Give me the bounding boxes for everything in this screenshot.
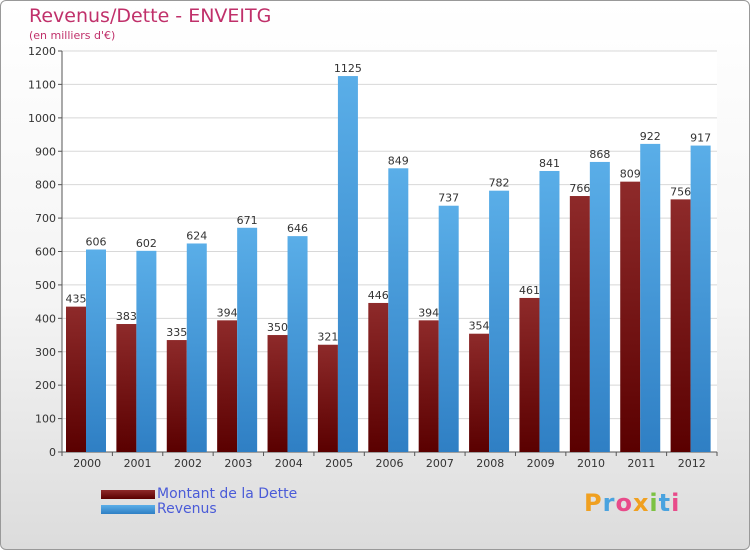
value-label-dette: 394	[217, 306, 238, 319]
bar-dette	[166, 340, 187, 452]
legend-swatch-revenus	[101, 505, 155, 514]
bar-dette	[317, 344, 338, 452]
y-tick-label: 700	[35, 212, 56, 225]
y-tick-label: 300	[35, 346, 56, 359]
x-tick-label: 2001	[124, 457, 152, 470]
y-tick-label: 1000	[28, 112, 56, 125]
value-label-revenus: 868	[589, 148, 610, 161]
x-tick-label: 2011	[627, 457, 655, 470]
bar-revenus	[489, 190, 510, 452]
value-label-revenus: 671	[237, 214, 258, 227]
x-tick-label: 2008	[476, 457, 504, 470]
value-label-dette: 350	[267, 321, 288, 334]
bar-revenus	[136, 250, 157, 452]
x-tick-label: 2012	[678, 457, 706, 470]
bar-dette	[519, 297, 540, 452]
value-label-dette: 809	[620, 168, 641, 181]
bar-revenus	[186, 243, 207, 452]
logo-letter: r	[602, 489, 616, 517]
value-label-dette: 461	[519, 284, 540, 297]
value-label-revenus: 782	[489, 177, 510, 190]
value-label-dette: 383	[116, 310, 137, 323]
value-label-dette: 335	[166, 326, 187, 339]
logo-letter: P	[584, 489, 603, 517]
value-label-dette: 435	[66, 293, 87, 306]
bar-dette	[66, 306, 86, 452]
proxiti-logo: Proxiti	[584, 489, 680, 517]
x-tick-label: 2010	[577, 457, 605, 470]
bar-dette	[469, 333, 490, 452]
value-label-revenus: 646	[287, 222, 308, 235]
chart-title: Revenus/Dette - ENVEITG	[29, 5, 272, 27]
value-label-dette: 756	[670, 185, 691, 198]
x-tick-label: 2009	[527, 457, 555, 470]
value-label-revenus: 624	[186, 229, 207, 242]
value-label-dette: 354	[469, 320, 490, 333]
value-label-revenus: 1125	[334, 62, 362, 75]
legend-swatch-dette	[101, 490, 155, 499]
x-tick-label: 2005	[325, 457, 353, 470]
value-label-dette: 766	[569, 182, 590, 195]
value-label-revenus: 841	[539, 157, 560, 170]
bar-dette	[569, 196, 590, 452]
y-tick-label: 600	[35, 246, 56, 259]
y-tick-label: 800	[35, 179, 56, 192]
legend-label-revenus: Revenus	[157, 501, 217, 517]
logo-letter: t	[658, 489, 672, 517]
value-label-revenus: 737	[438, 192, 459, 205]
bar-revenus	[86, 249, 106, 452]
value-label-revenus: 922	[640, 130, 661, 143]
bar-revenus	[690, 145, 711, 453]
bar-dette	[217, 320, 238, 452]
value-label-revenus: 849	[388, 154, 409, 167]
x-tick-label: 2004	[275, 457, 303, 470]
bar-revenus	[337, 76, 358, 452]
bar-revenus	[237, 227, 258, 452]
y-tick-label: 900	[35, 145, 56, 158]
bar-revenus	[287, 236, 308, 452]
y-tick-label: 1200	[28, 45, 56, 58]
x-tick-label: 2003	[224, 457, 252, 470]
bar-dette	[670, 199, 691, 452]
bar-revenus	[388, 168, 409, 453]
y-tick-label: 100	[35, 413, 56, 426]
logo-letter: i	[671, 489, 681, 517]
y-tick-label: 0	[49, 446, 56, 459]
bar-revenus	[640, 143, 661, 453]
legend-label-dette: Montant de la Dette	[157, 486, 298, 502]
bar-revenus	[438, 205, 459, 452]
value-label-revenus: 606	[86, 235, 107, 248]
x-tick-label: 2000	[73, 457, 101, 470]
bar-dette	[368, 302, 389, 452]
bar-dette	[418, 320, 439, 452]
bar-dette	[267, 335, 288, 452]
x-tick-label: 2006	[376, 457, 404, 470]
value-label-revenus: 917	[690, 132, 711, 145]
bar-revenus	[539, 170, 560, 453]
value-label-revenus: 602	[136, 237, 157, 250]
chart-subtitle: (en milliers d'€)	[29, 29, 116, 42]
value-label-dette: 394	[418, 306, 439, 319]
logo-letter: o	[615, 489, 633, 517]
bar-revenus	[589, 161, 610, 452]
y-tick-label: 200	[35, 379, 56, 392]
y-tick-label: 500	[35, 279, 56, 292]
value-label-dette: 446	[368, 289, 389, 302]
logo-letter: x	[632, 489, 650, 517]
bar-dette	[116, 324, 137, 452]
x-tick-label: 2002	[174, 457, 202, 470]
x-tick-label: 2007	[426, 457, 454, 470]
y-tick-label: 1100	[28, 78, 56, 91]
bar-dette	[620, 181, 641, 452]
y-tick-label: 400	[35, 312, 56, 325]
logo-letter: i	[649, 489, 659, 517]
value-label-dette: 321	[317, 331, 338, 344]
